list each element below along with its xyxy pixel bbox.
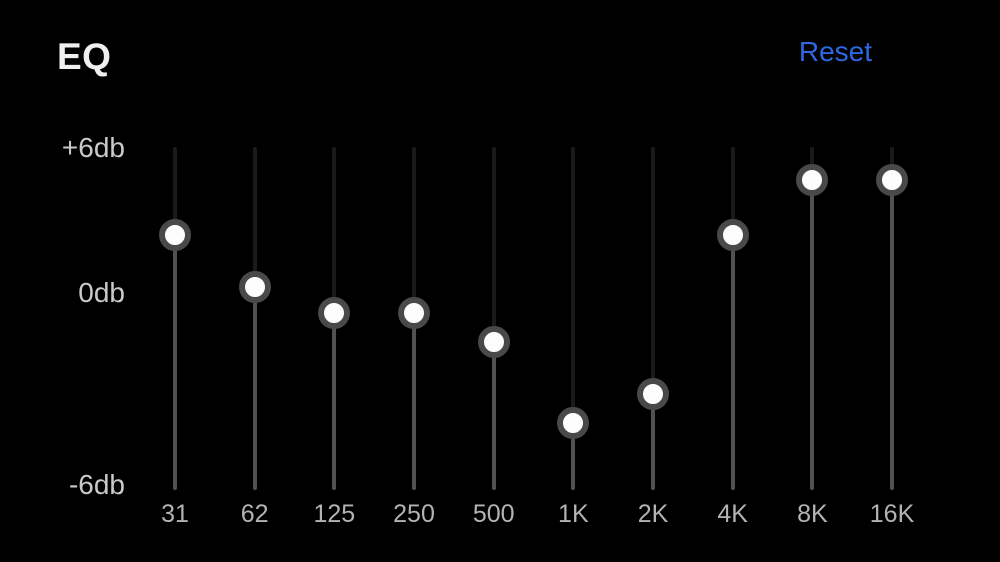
eq-band-4K[interactable]: 4K xyxy=(693,0,773,562)
freq-label: 2K xyxy=(637,500,669,528)
eq-track-upper[interactable] xyxy=(491,147,496,342)
axis-label-minus6db: -6db xyxy=(68,469,125,500)
eq-knob[interactable] xyxy=(159,219,191,252)
eq-band-250[interactable]: 250 xyxy=(374,0,454,562)
eq-band-125[interactable]: 125 xyxy=(294,0,374,562)
eq-track-lower[interactable] xyxy=(332,313,337,490)
eq-track-lower[interactable] xyxy=(890,180,895,490)
eq-track-upper[interactable] xyxy=(332,147,337,314)
eq-band-31[interactable]: 31 xyxy=(135,0,215,562)
eq-knob[interactable] xyxy=(637,378,670,411)
eq-track-upper[interactable] xyxy=(173,147,177,236)
eq-track-lower[interactable] xyxy=(730,235,735,490)
eq-knob[interactable] xyxy=(318,297,351,330)
freq-label: 31 xyxy=(161,500,189,528)
eq-knob[interactable] xyxy=(876,164,909,197)
freq-label: 250 xyxy=(393,500,435,528)
eq-track-upper[interactable] xyxy=(890,147,895,181)
eq-track-lower[interactable] xyxy=(412,313,416,490)
eq-band-2K[interactable]: 2K xyxy=(613,0,693,562)
reset-button[interactable]: Reset xyxy=(798,36,872,67)
page-title: EQ xyxy=(57,36,112,77)
eq-track-lower[interactable] xyxy=(491,341,496,490)
freq-label: 4K xyxy=(717,500,748,528)
eq-band-62[interactable]: 62 xyxy=(215,0,295,562)
eq-track-upper[interactable] xyxy=(810,147,815,181)
eq-track-upper[interactable] xyxy=(412,147,416,314)
eq-track-upper[interactable] xyxy=(730,147,735,236)
eq-track-lower[interactable] xyxy=(571,422,576,490)
eq-track-upper[interactable] xyxy=(651,147,656,395)
eq-band-16K[interactable]: 16K xyxy=(852,0,932,562)
freq-label: 8K xyxy=(797,500,828,528)
eq-knob[interactable] xyxy=(398,297,430,330)
freq-label: 62 xyxy=(240,500,269,528)
eq-band-500[interactable]: 500 xyxy=(454,0,534,562)
freq-label: 500 xyxy=(472,500,515,528)
freq-label: 125 xyxy=(313,500,356,528)
axis-label-0db: 0db xyxy=(78,277,125,308)
eq-band-1K[interactable]: 1K xyxy=(533,0,613,562)
eq-track-upper[interactable] xyxy=(252,147,257,288)
freq-label: 1K xyxy=(558,500,589,528)
eq-knob[interactable] xyxy=(557,406,590,439)
eq-track-lower[interactable] xyxy=(173,235,177,490)
eq-track-lower[interactable] xyxy=(252,287,257,490)
freq-label: 16K xyxy=(869,500,915,528)
eq-track-lower[interactable] xyxy=(651,394,656,490)
eq-knob[interactable] xyxy=(477,325,510,358)
eq-knob[interactable] xyxy=(238,271,271,304)
eq-band-8K[interactable]: 8K xyxy=(772,0,852,562)
axis-label-plus6db: +6db xyxy=(61,132,125,163)
eq-track-lower[interactable] xyxy=(810,180,815,490)
eq-track-upper[interactable] xyxy=(571,147,576,423)
eq-knob[interactable] xyxy=(716,219,749,252)
eq-knob[interactable] xyxy=(796,164,829,197)
